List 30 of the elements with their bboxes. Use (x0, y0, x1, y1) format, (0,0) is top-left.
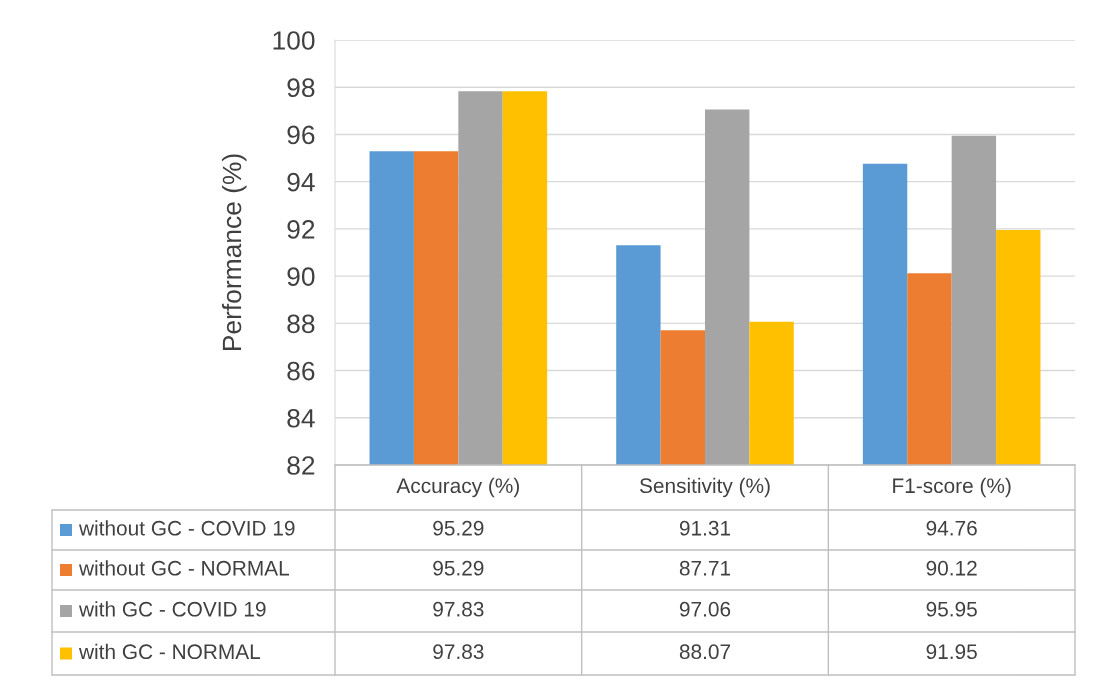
legend-label: with GC - COVID 19 (78, 601, 266, 617)
legend-label: without GC - NORMAL (78, 560, 289, 576)
data-label: 94.76 (926, 520, 977, 536)
y-axis-title: Performance (%) (221, 154, 247, 351)
data-label: 87.71 (679, 560, 731, 576)
data-label: 97.06 (679, 601, 731, 617)
x-tick-label: F1-score (%) (893, 477, 1011, 498)
data-label: 95.95 (926, 601, 977, 617)
data-label: 95.29 (433, 560, 484, 576)
y-tick-label: 94 (287, 172, 315, 192)
x-tick-label: Sensitivity (%) (639, 477, 770, 498)
data-label: 91.95 (926, 644, 977, 660)
data-label: 91.31 (679, 520, 731, 536)
legend-label: without GC - COVID 19 (78, 520, 295, 536)
y-tick-label: 96 (287, 125, 315, 145)
y-tick-label: 98 (287, 78, 315, 98)
y-tick-label: 90 (287, 267, 315, 286)
data-label: 95.29 (433, 520, 484, 536)
y-tick-label: 92 (287, 220, 315, 239)
y-tick-label: 100 (273, 31, 315, 50)
data-label: 97.83 (433, 644, 484, 660)
y-tick-label: 88 (287, 314, 315, 334)
data-label: 97.83 (433, 601, 484, 617)
data-label: 88.07 (679, 644, 731, 660)
x-tick-label: Accuracy (%) (396, 477, 519, 498)
data-label: 90.12 (926, 560, 977, 576)
y-tick-label: 86 (287, 361, 315, 381)
y-tick-label: 82 (287, 456, 315, 475)
legend-label: with GC - NORMAL (78, 643, 261, 660)
y-tick-label: 84 (287, 408, 315, 428)
